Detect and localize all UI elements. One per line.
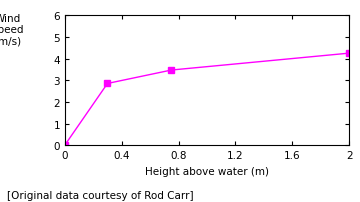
- Text: [Original data courtesy of Rod Carr]: [Original data courtesy of Rod Carr]: [7, 190, 194, 200]
- Y-axis label: Wind
speed
(m/s): Wind speed (m/s): [0, 14, 24, 47]
- X-axis label: Height above water (m): Height above water (m): [145, 166, 269, 176]
